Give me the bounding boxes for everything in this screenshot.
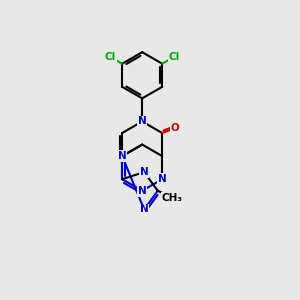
Text: CH₃: CH₃ [162,193,183,203]
Text: N: N [158,174,167,184]
Text: N: N [138,186,147,196]
Text: N: N [118,151,127,161]
Text: N: N [140,167,148,177]
Text: Cl: Cl [169,52,180,62]
Text: Cl: Cl [105,52,116,62]
Text: N: N [138,116,147,127]
Text: O: O [171,123,179,133]
Text: N: N [140,205,148,214]
